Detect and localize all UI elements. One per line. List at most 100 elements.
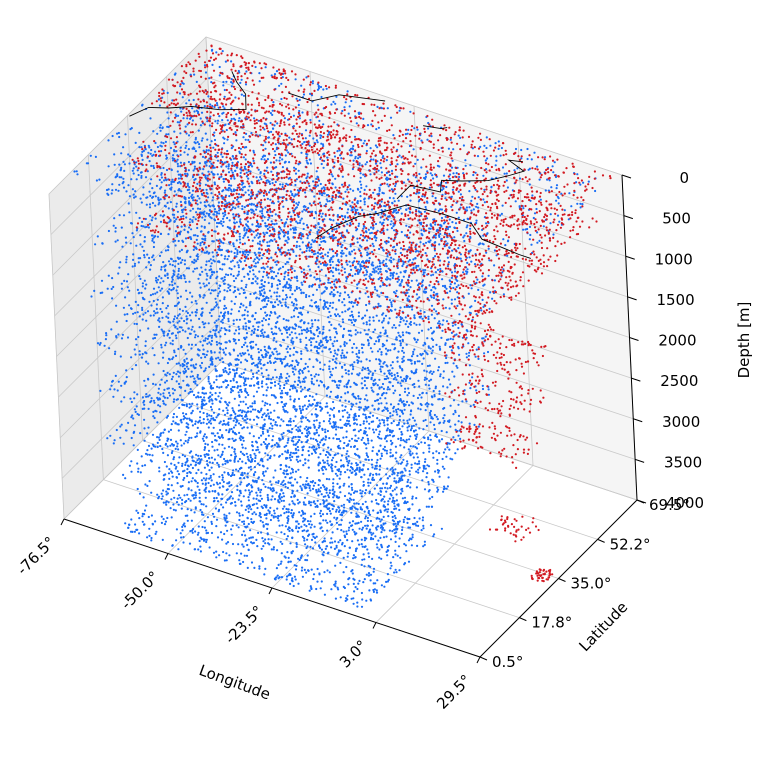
data-point <box>286 261 289 264</box>
data-point <box>414 257 417 260</box>
data-point <box>269 411 272 414</box>
data-point <box>188 201 191 204</box>
data-point <box>149 194 152 197</box>
data-point <box>266 179 269 182</box>
data-point <box>426 337 429 340</box>
data-point <box>397 260 400 263</box>
data-point <box>363 398 366 401</box>
data-point <box>183 172 187 175</box>
data-point <box>377 268 380 271</box>
data-point <box>185 267 189 270</box>
data-point <box>195 302 198 305</box>
data-point <box>232 319 235 322</box>
data-point <box>345 342 348 345</box>
data-point <box>284 270 287 273</box>
data-point <box>465 356 468 359</box>
data-point <box>297 315 300 319</box>
data-point <box>390 305 393 308</box>
data-point <box>107 229 110 233</box>
data-point <box>157 203 160 206</box>
data-point <box>145 196 148 199</box>
data-point <box>147 226 150 229</box>
data-point <box>365 420 368 423</box>
data-point <box>322 144 325 148</box>
data-point <box>198 187 202 190</box>
data-point <box>475 205 478 208</box>
data-point <box>587 180 590 183</box>
data-point <box>230 312 233 315</box>
data-point <box>287 278 290 281</box>
data-point <box>446 386 449 389</box>
data-point <box>402 319 405 322</box>
data-point <box>139 277 142 280</box>
data-point <box>200 366 203 369</box>
data-point <box>172 412 176 416</box>
data-point <box>160 378 163 381</box>
data-point <box>243 291 246 294</box>
data-point <box>292 211 295 214</box>
data-point <box>155 303 158 306</box>
data-point <box>415 264 418 268</box>
data-point <box>152 337 155 340</box>
data-point <box>319 367 322 371</box>
data-point <box>175 115 178 118</box>
data-point <box>189 209 192 212</box>
data-point <box>271 113 274 116</box>
data-point <box>275 191 278 194</box>
data-point <box>373 342 376 346</box>
data-point <box>401 357 404 360</box>
data-point <box>292 353 295 356</box>
data-point <box>343 385 346 388</box>
data-point <box>215 301 218 304</box>
data-point <box>446 228 449 231</box>
data-point <box>213 306 216 309</box>
data-point <box>466 224 469 227</box>
data-point <box>416 360 419 363</box>
data-point <box>306 175 309 178</box>
data-point <box>168 329 171 332</box>
data-point <box>194 138 197 141</box>
data-point <box>396 374 399 378</box>
data-point <box>235 239 238 242</box>
data-point <box>520 148 523 152</box>
data-point <box>227 171 231 174</box>
data-point <box>262 194 266 197</box>
data-point <box>253 117 256 120</box>
data-point <box>208 251 211 254</box>
data-point <box>257 351 260 354</box>
data-point <box>495 159 498 162</box>
data-point <box>190 228 193 231</box>
data-point <box>152 287 156 290</box>
data-point <box>312 337 315 340</box>
data-point <box>423 271 426 274</box>
data-point <box>303 141 306 144</box>
data-point <box>385 278 388 281</box>
data-point <box>148 300 151 303</box>
data-point <box>249 170 252 173</box>
data-point <box>216 385 219 388</box>
data-point <box>324 274 327 277</box>
data-point <box>333 280 336 283</box>
data-point <box>398 427 401 431</box>
data-point <box>263 122 266 125</box>
data-point <box>287 319 290 322</box>
data-point <box>441 278 444 281</box>
data-point <box>255 390 259 393</box>
data-point <box>382 192 385 195</box>
data-point <box>298 98 301 102</box>
data-point <box>482 305 485 308</box>
data-point <box>339 325 342 328</box>
data-point <box>191 189 195 192</box>
data-point <box>147 151 150 154</box>
data-point <box>368 427 371 430</box>
data-point <box>232 200 235 203</box>
data-point <box>276 316 279 319</box>
data-point <box>169 146 173 150</box>
data-point <box>365 259 368 262</box>
data-point <box>401 317 404 320</box>
data-point <box>371 250 374 253</box>
data-point <box>232 213 235 216</box>
data-point <box>165 315 168 318</box>
data-point <box>153 236 156 239</box>
data-point <box>456 304 459 307</box>
